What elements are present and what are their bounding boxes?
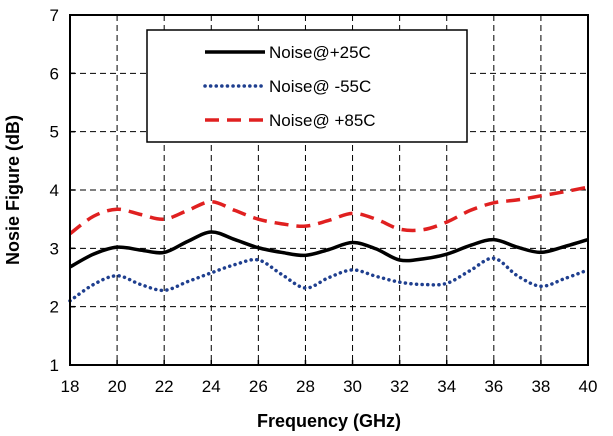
x-tick-label: 40 (579, 377, 598, 396)
series-line-1 (68, 256, 590, 303)
x-tick-label: 32 (390, 377, 409, 396)
legend-label-2: Noise@ +85C (269, 111, 376, 130)
x-tick-label: 22 (155, 377, 174, 396)
y-tick-label: 7 (50, 6, 59, 25)
legend-box (146, 29, 468, 143)
x-tick-label: 20 (108, 377, 127, 396)
x-tick-label: 34 (437, 377, 456, 396)
y-tick-label: 4 (50, 181, 59, 200)
legend-label-1: Noise@ -55C (269, 77, 371, 96)
x-tick-label: 28 (296, 377, 315, 396)
grid (70, 15, 588, 365)
y-tick-label: 3 (50, 239, 59, 258)
y-tick-label: 2 (50, 298, 59, 317)
y-tick-label: 6 (50, 64, 59, 83)
series-line-0 (69, 230, 589, 269)
x-tick-label: 26 (249, 377, 268, 396)
x-axis-label: Frequency (GHz) (257, 411, 401, 431)
x-tick-label: 38 (531, 377, 550, 396)
series-line-2 (68, 185, 589, 236)
x-tick-label: 24 (202, 377, 221, 396)
x-tick-label: 36 (484, 377, 503, 396)
x-tick-label: 18 (61, 377, 80, 396)
y-axis-label: Nosie Figure (dB) (3, 115, 23, 265)
legend-label-0: Noise@+25C (269, 43, 371, 62)
legend: Noise@+25C Noise@ -55C Noise@ +85C (146, 29, 468, 143)
y-tick-label: 5 (50, 123, 59, 142)
series-layer (68, 185, 590, 303)
y-tick-label: 1 (50, 356, 59, 375)
x-tick-label: 30 (343, 377, 362, 396)
